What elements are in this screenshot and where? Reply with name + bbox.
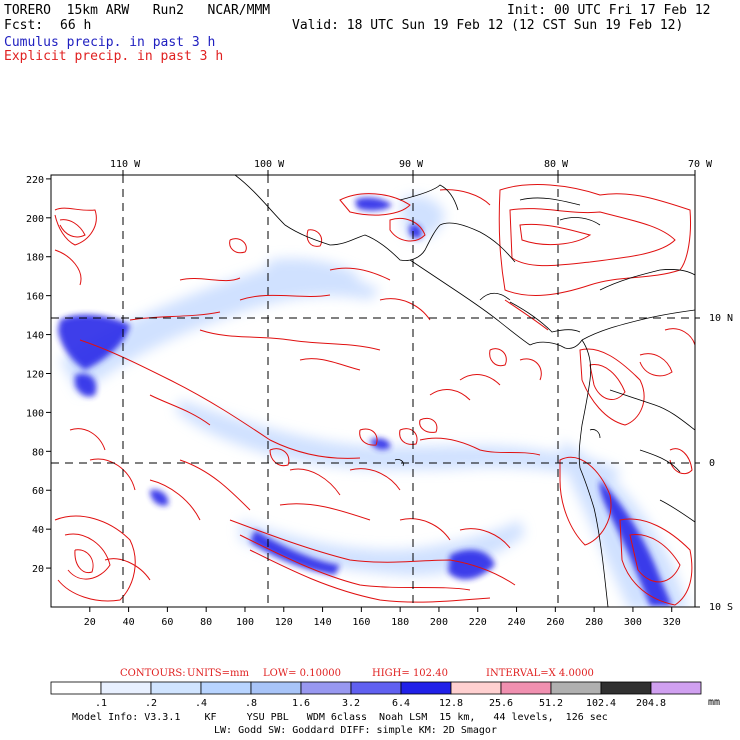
y-tick-label: 120 [26,369,44,380]
x-tick-labels: 20 40 60 80 100 120 140 160 180 200 220 240 260 280 30… [84,617,681,628]
x-tick-label: 20 [84,617,96,628]
x-tick-label: 240 [508,617,526,628]
valid-time: Valid: 18 UTC Sun 19 Feb 12 (12 CST Sun … [292,18,684,33]
lon-label-100w: 100 W [254,159,285,170]
contours-units: UNITS=mm [187,668,249,679]
colorbar-swatch [150,681,202,695]
lon-label-80w: 80 W [544,159,569,170]
explicit-legend: Explicit precip. in past 3 h [4,49,224,64]
run-title: TORERO 15km ARW Run2 NCAR/MMM [4,3,271,18]
physics-info: LW: Godd SW: Goddard DIFF: simple KM: 2D… [214,725,497,736]
x-tick-label: 60 [161,617,173,628]
cumulus-legend: Cumulus precip. in past 3 h [4,35,216,50]
colorbar-swatch [400,681,452,695]
contours-low: LOW= 0.10000 [263,668,342,679]
colorbar-label: 25.6 [489,698,513,709]
y-tick-labels: 20 40 60 80 100 120 140 160 180 200 220 [26,175,44,575]
lat-label-10n: 10 N [709,313,734,324]
colorbar-swatch [50,681,102,695]
colorbar-swatch [600,681,652,695]
contours-label: CONTOURS: [120,668,186,679]
x-tick-label: 220 [469,617,487,628]
colorbar-swatch [300,681,352,695]
coastlines [234,175,695,607]
x-tick-label: 180 [391,617,409,628]
y-tick-label: 160 [26,292,44,303]
colorbar-label: 51.2 [539,698,563,709]
x-tick-label: 300 [624,617,642,628]
forecast-label: Fcst: [4,18,44,33]
colorbar-swatch [550,681,602,695]
map-frame [50,174,696,608]
explicit-precip-contours [54,184,695,606]
lon-label-90w: 90 W [399,159,424,170]
colorbar-unit: mm [708,697,721,708]
x-tick-label: 260 [546,617,564,628]
colorbar-label: 204.8 [636,698,666,709]
y-tick-label: 20 [32,564,44,575]
contours-high: HIGH= 102.40 [372,668,448,679]
colorbar-swatch [450,681,502,695]
init-time: Init: 00 UTC Fri 17 Feb 12 [507,3,711,18]
x-tick-label: 320 [663,617,681,628]
lon-label-70w: 70 W [688,159,713,170]
lat-label-0: 0 [709,458,716,469]
forecast-hours: 66 h [60,18,92,33]
x-tick-label: 280 [585,617,603,628]
x-tick-label: 140 [314,617,332,628]
x-tick-label: 100 [236,617,254,628]
colorbar-label: 6.4 [392,698,410,709]
colorbar-swatch [500,681,552,695]
y-tick-label: 180 [26,253,44,264]
colorbar-label: .2 [145,698,157,709]
colorbar-label: .4 [195,698,207,709]
lat-label-10s: 10 S [709,602,734,613]
colorbar-swatch [200,681,252,695]
colorbar-swatch [250,681,302,695]
x-tick-label: 40 [123,617,135,628]
colorbar-label: 1.6 [292,698,310,709]
y-tick-label: 140 [26,331,44,342]
y-tick-label: 60 [32,486,44,497]
colorbar-swatch [100,681,152,695]
colorbar-label: 12.8 [439,698,463,709]
axis-ticks [46,170,700,612]
colorbar-label: 102.4 [586,698,616,709]
y-tick-label: 100 [26,408,44,419]
y-tick-label: 200 [26,214,44,225]
y-tick-label: 80 [32,447,44,458]
x-tick-label: 160 [352,617,370,628]
x-tick-label: 120 [275,617,293,628]
y-tick-label: 220 [26,175,44,186]
colorbar-label: 3.2 [342,698,360,709]
colorbar-label: .8 [245,698,257,709]
x-tick-label: 80 [200,617,212,628]
colorbar-label: .1 [95,698,107,709]
y-tick-label: 40 [32,525,44,536]
lon-label-110w: 110 W [110,159,141,170]
x-tick-label: 200 [430,617,448,628]
contours-interval: INTERVAL=X 4.0000 [486,668,594,679]
colorbar-swatch [350,681,402,695]
lat-lon-grid [51,175,695,607]
colorbar-swatch [650,681,702,695]
model-info: Model Info: V3.3.1 KF YSU PBL WDM 6class… [72,712,608,723]
